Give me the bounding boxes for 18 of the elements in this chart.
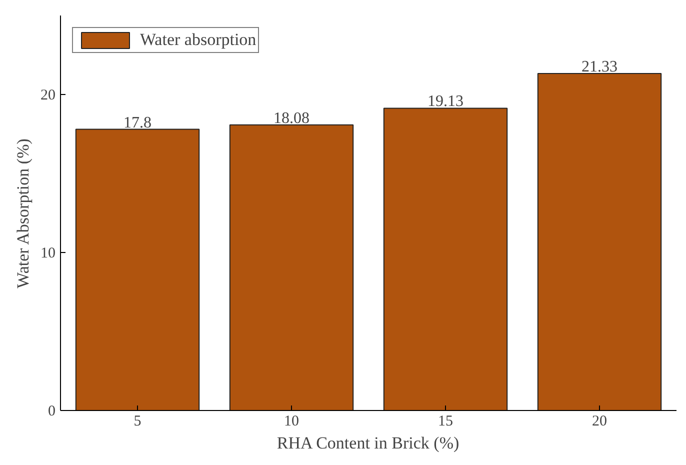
y-axis-title: Water Absorption (%) (14, 138, 32, 288)
bar (537, 72, 662, 410)
data-label: 21.33 (582, 58, 618, 76)
data-label: 17.8 (124, 114, 152, 132)
y-tick-label: 20 (40, 88, 56, 104)
bar (75, 128, 200, 410)
y-tick-label: 10 (40, 246, 56, 262)
bar (229, 124, 354, 410)
x-tick-label: 10 (284, 414, 299, 430)
x-axis-title: RHA Content in Brick (%) (276, 434, 460, 452)
x-tick-label: 5 (134, 414, 142, 430)
x-tick-label: 20 (592, 414, 607, 430)
bar (383, 108, 508, 410)
y-tick-label: 0 (48, 404, 56, 420)
x-tick-label: 15 (438, 414, 453, 430)
data-label: 19.13 (428, 93, 464, 110)
legend-label: Water absorption (140, 30, 256, 50)
data-label: 18.08 (274, 110, 310, 127)
